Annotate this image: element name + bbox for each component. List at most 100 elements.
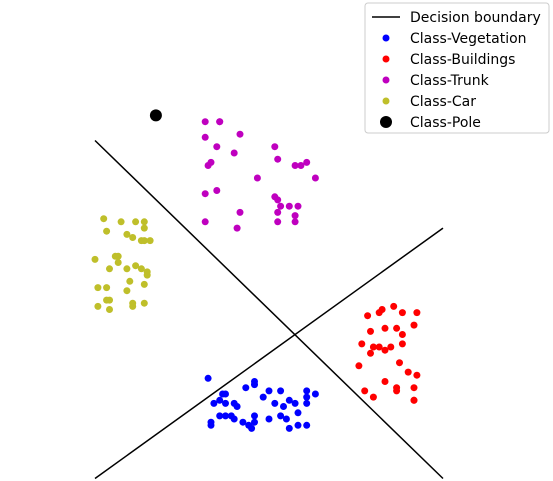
- decision-boundary-line: [94, 139, 444, 480]
- point-class-vegetation: [222, 390, 229, 398]
- point-class-vegetation: [280, 403, 287, 410]
- point-class-buildings: [355, 362, 363, 370]
- legend-label: Class-Car: [410, 94, 476, 110]
- point-class-buildings: [410, 321, 418, 329]
- point-class-car: [143, 268, 151, 276]
- point-class-vegetation: [242, 384, 250, 392]
- point-class-buildings: [398, 309, 406, 317]
- legend-label: Class-Vegetation: [410, 31, 527, 47]
- point-class-vegetation: [303, 387, 311, 395]
- legend-label: Class-Buildings: [410, 52, 515, 68]
- legend-entry-decision-boundary: Decision boundary: [372, 10, 541, 26]
- scatter-points: [91, 109, 421, 432]
- series-class-buildings: [355, 302, 421, 404]
- point-class-vegetation: [303, 399, 311, 407]
- point-class-vegetation: [222, 412, 229, 420]
- point-class-trunk: [201, 133, 209, 141]
- point-class-vegetation: [265, 387, 273, 395]
- legend-entry-class-buildings: Class-Buildings: [382, 52, 515, 68]
- point-class-car: [114, 259, 122, 266]
- point-class-buildings: [390, 302, 398, 310]
- point-class-vegetation: [230, 415, 238, 423]
- point-class-vegetation: [285, 424, 293, 432]
- point-class-trunk: [274, 155, 282, 163]
- point-class-trunk: [285, 202, 293, 210]
- legend-entry-class-trunk: Class-Trunk: [382, 73, 490, 89]
- legend-label: Decision boundary: [410, 10, 541, 26]
- point-class-car: [137, 265, 145, 273]
- decision-boundary-lines: [94, 139, 444, 480]
- point-class-car: [103, 284, 111, 292]
- point-class-trunk: [230, 149, 238, 157]
- point-class-trunk: [201, 118, 209, 126]
- point-class-car: [100, 215, 108, 223]
- point-class-car: [94, 302, 102, 310]
- legend-dot-marker: [382, 55, 390, 63]
- point-class-vegetation: [233, 403, 241, 410]
- point-class-vegetation: [251, 412, 258, 420]
- legend-entry-class-vegetation: Class-Vegetation: [382, 31, 527, 47]
- point-class-vegetation: [277, 412, 285, 420]
- point-class-trunk: [291, 162, 299, 169]
- point-class-trunk: [271, 143, 279, 151]
- point-class-vegetation: [285, 396, 293, 404]
- point-class-car: [126, 277, 134, 285]
- point-class-car: [94, 284, 102, 292]
- point-class-car: [132, 218, 140, 226]
- point-class-trunk: [294, 202, 302, 210]
- legend-dot-marker: [380, 116, 392, 128]
- point-class-buildings: [378, 306, 386, 313]
- point-class-vegetation: [239, 418, 247, 426]
- point-class-car: [114, 252, 122, 260]
- point-class-trunk: [274, 208, 282, 216]
- point-class-trunk: [236, 130, 244, 138]
- point-class-car: [117, 218, 125, 226]
- point-class-car: [123, 265, 131, 273]
- series-class-pole: [149, 109, 162, 122]
- point-class-vegetation: [259, 393, 267, 401]
- point-class-buildings: [364, 312, 372, 320]
- point-class-vegetation: [303, 421, 311, 429]
- point-class-vegetation: [294, 421, 302, 429]
- point-class-buildings: [410, 396, 418, 404]
- point-class-trunk: [291, 212, 299, 220]
- point-class-trunk: [213, 143, 221, 151]
- point-class-car: [132, 262, 140, 270]
- point-class-buildings: [375, 343, 383, 351]
- point-class-buildings: [393, 387, 401, 395]
- point-class-vegetation: [216, 396, 224, 404]
- legend: Decision boundary Class-Vegetation Class-B…: [364, 2, 550, 134]
- series-class-car: [91, 215, 154, 313]
- legend-dot-marker: [382, 76, 390, 84]
- decision-boundary-line: [94, 227, 444, 480]
- legend-label: Class-Pole: [410, 115, 481, 131]
- point-class-trunk: [216, 118, 224, 126]
- point-class-buildings: [369, 343, 377, 351]
- point-class-buildings: [367, 327, 374, 335]
- point-class-vegetation: [210, 399, 218, 407]
- point-class-trunk: [233, 224, 241, 232]
- point-class-buildings: [404, 368, 412, 376]
- point-class-car: [140, 299, 148, 307]
- legend-entry-class-pole: Class-Pole: [380, 115, 481, 131]
- point-class-buildings: [381, 346, 389, 354]
- point-class-buildings: [413, 371, 421, 379]
- point-class-vegetation: [311, 390, 319, 398]
- point-class-buildings: [396, 359, 403, 367]
- point-class-trunk: [201, 218, 209, 226]
- point-class-trunk: [303, 158, 311, 166]
- point-class-car: [140, 224, 148, 232]
- point-class-trunk: [274, 196, 282, 204]
- legend-entries: Decision boundary Class-Vegetation Class-B…: [372, 10, 541, 131]
- point-class-car: [123, 230, 131, 238]
- point-class-vegetation: [248, 424, 256, 432]
- point-class-car: [106, 296, 113, 304]
- point-class-buildings: [381, 378, 389, 385]
- point-class-car: [123, 287, 131, 295]
- point-class-vegetation: [216, 412, 224, 420]
- point-class-car: [91, 255, 99, 263]
- point-class-buildings: [398, 331, 406, 338]
- legend-dot-marker: [382, 97, 390, 105]
- point-class-buildings: [367, 349, 374, 357]
